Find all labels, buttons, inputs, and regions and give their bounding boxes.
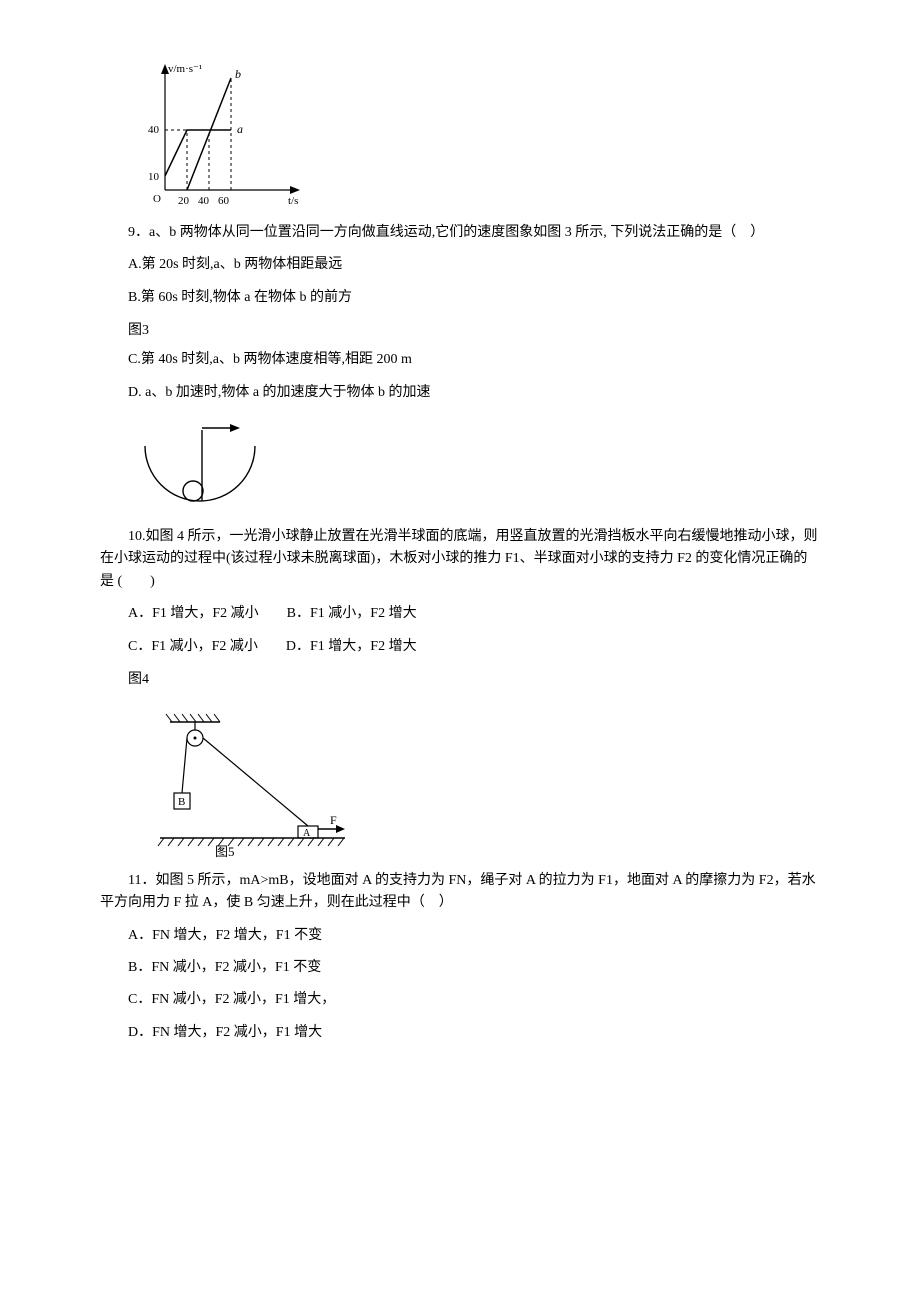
q10-text: 10.如图 4 所示，一光滑小球静止放置在光滑半球面的底端，用竖直放置的光滑挡板… (100, 526, 820, 593)
q11-option-d: D．FN 增大，F2 减小，F1 增大 (128, 1022, 820, 1044)
q9-option-d: D. a、b 加速时,物体 a 的加速度大于物体 b 的加速 (128, 382, 820, 404)
q10-options-row2: C．F1 减小，F2 减小 D．F1 增大，F2 增大 (128, 636, 820, 658)
svg-text:a: a (237, 122, 243, 136)
svg-text:A: A (303, 828, 311, 839)
q11-option-c: C．FN 减小，F2 减小，F1 增大， (128, 989, 820, 1011)
figure-3: v/m·s⁻¹ t/s O 10 40 20 40 60 a b (140, 60, 820, 210)
svg-text:B: B (178, 796, 185, 808)
svg-text:F: F (330, 813, 337, 827)
svg-text:20: 20 (178, 195, 190, 207)
svg-text:60: 60 (218, 195, 230, 207)
svg-text:40: 40 (148, 124, 160, 136)
fig5-svg: B (140, 708, 350, 858)
fig3-svg: v/m·s⁻¹ t/s O 10 40 20 40 60 a b (140, 60, 310, 210)
fig4-caption: 图4 (128, 668, 820, 688)
svg-text:40: 40 (198, 195, 210, 207)
svg-text:b: b (235, 67, 241, 81)
fig3-caption: 图3 (128, 319, 820, 339)
fig3-xlabel: t/s (288, 195, 298, 207)
q9-text: 9．a、b 两物体从同一位置沿同一方向做直线运动,它们的速度图象如图 3 所示,… (100, 222, 820, 244)
fig3-ylabel: v/m·s⁻¹ (168, 63, 202, 75)
q11-text: 11．如图 5 所示，mA>mB，设地面对 A 的支持力为 FN，绳子对 A 的… (100, 870, 820, 915)
q11-option-b: B．FN 减小，F2 减小，F1 不变 (128, 957, 820, 979)
q11-option-a: A．FN 增大，F2 增大，F1 不变 (128, 925, 820, 947)
q9-option-b: B.第 60s 时刻,物体 a 在物体 b 的前方 (128, 287, 820, 309)
fig5-caption-text: 图5 (215, 844, 235, 858)
q9-option-c: C.第 40s 时刻,a、b 两物体速度相等,相距 200 m (128, 349, 820, 371)
fig4-svg (140, 424, 270, 514)
q10-options-row1: A．F1 增大，F2 减小 B．F1 减小，F2 增大 (128, 603, 820, 625)
figure-4 (140, 424, 820, 514)
svg-text:10: 10 (148, 171, 160, 183)
svg-text:O: O (153, 193, 161, 205)
page: v/m·s⁻¹ t/s O 10 40 20 40 60 a b 9．a、b 两… (0, 0, 920, 1114)
q9-option-a: A.第 20s 时刻,a、b 两物体相距最远 (128, 254, 820, 276)
figure-5: B (140, 708, 820, 858)
